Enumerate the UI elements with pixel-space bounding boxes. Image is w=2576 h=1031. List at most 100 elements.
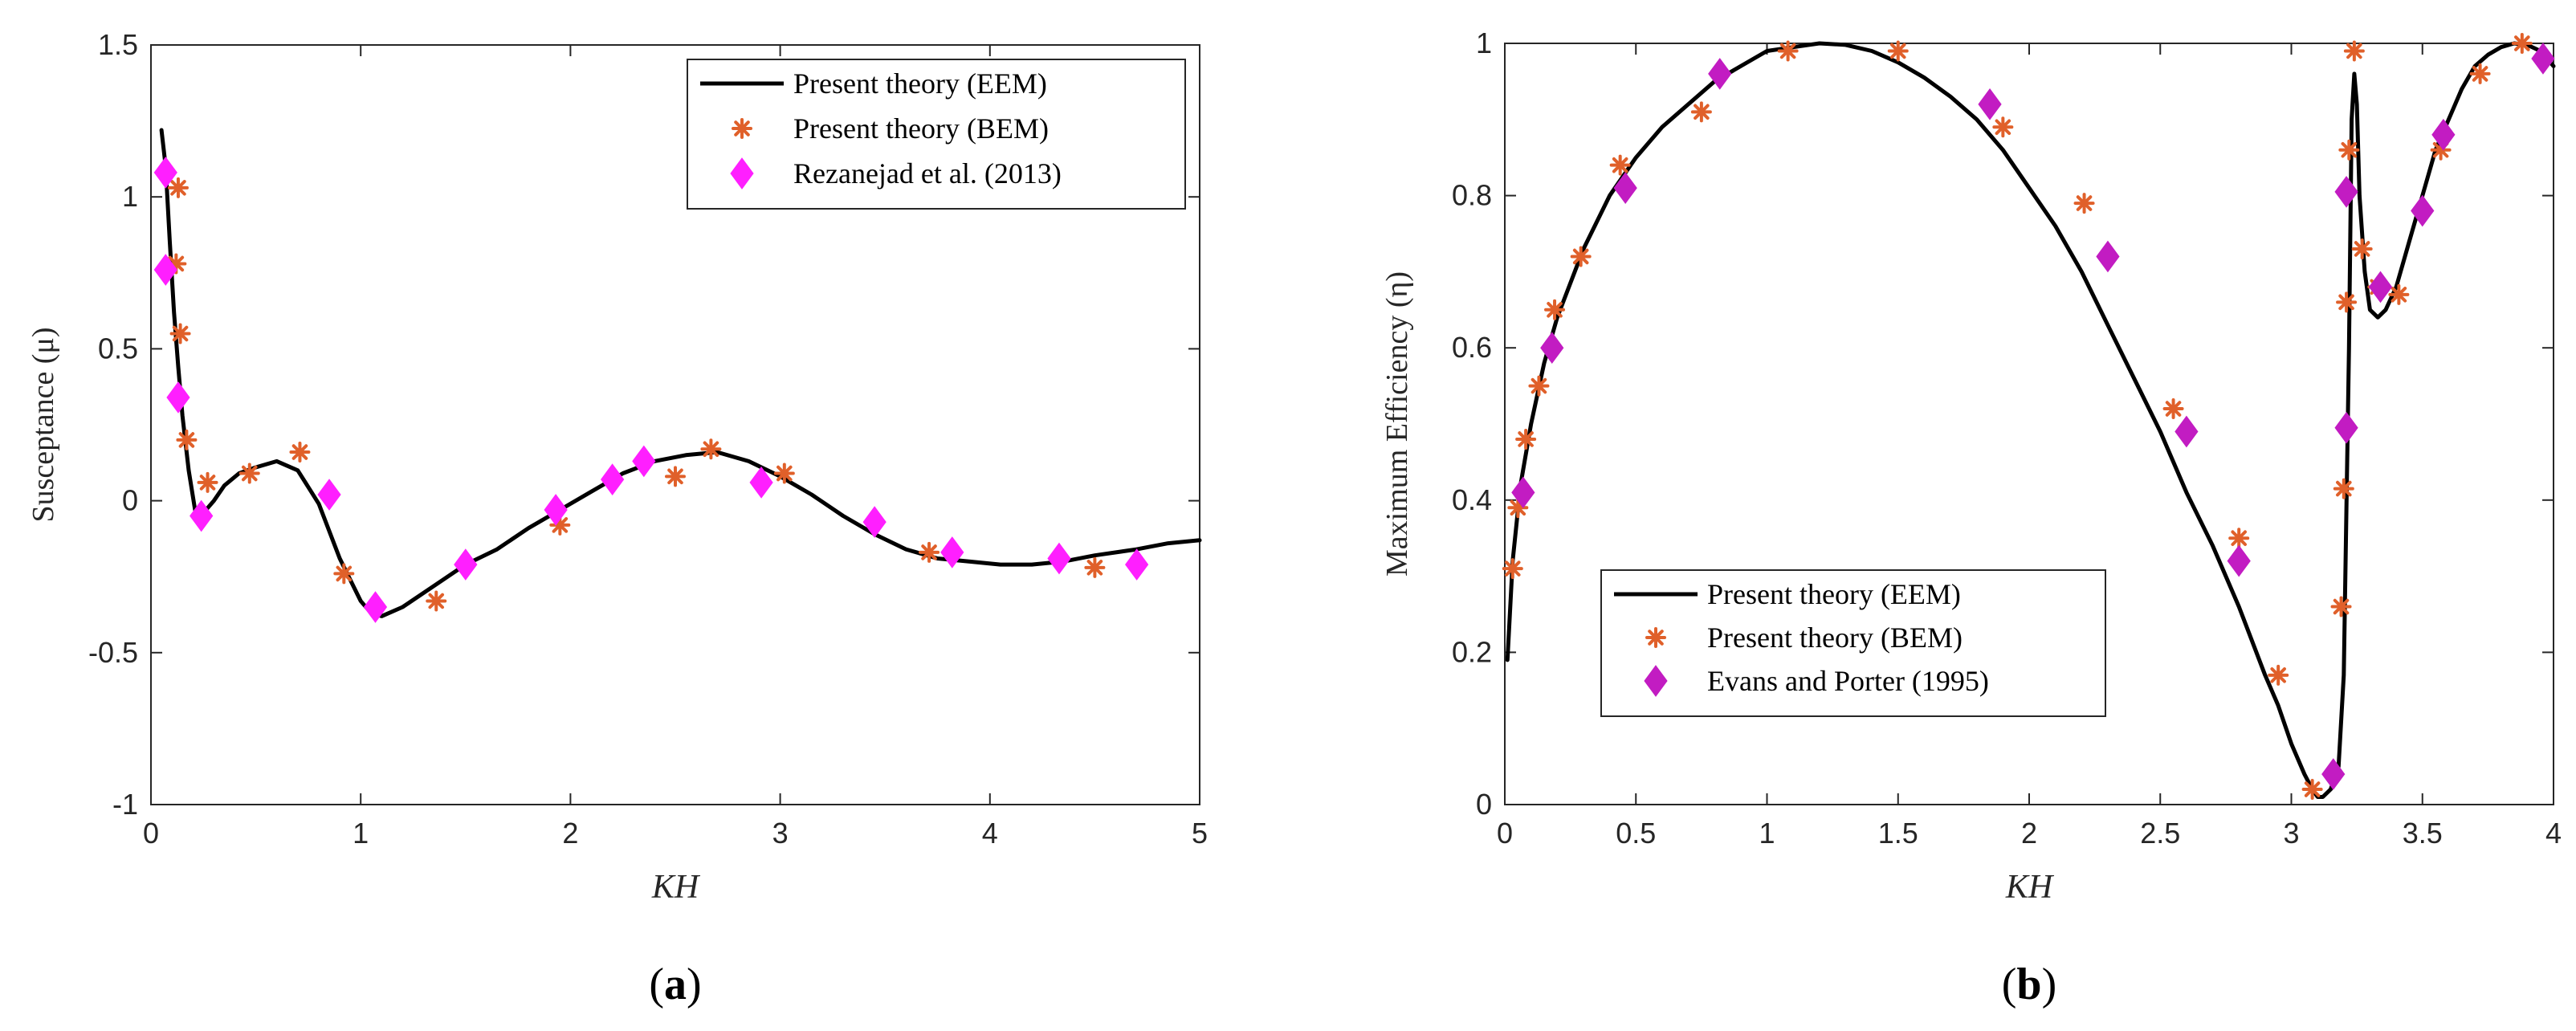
bem-point-b [2336,291,2358,313]
axis-ticks-b [1504,43,2554,805]
x-tick-label-a: 5 [1192,817,1208,850]
legend-diamond-ref-b [1644,665,1668,697]
legend-b: Present theory (EEM) Present theory (BEM… [1600,569,2106,717]
reference-point-a [601,463,625,495]
bem-point-b [2388,283,2410,305]
y-tick-label-a: -0.5 [88,636,138,669]
bem-point-b [1515,428,1537,450]
legend-star-bem-a [732,118,752,139]
bem-point-b [2333,478,2354,499]
bem-point-b [2162,398,2184,420]
bem-point-b [1992,116,2014,138]
legend-label-ref-a: Rezanejad et al. (2013) [793,157,1062,189]
panel-letter-b: b [2016,960,2041,1009]
x-tick-label-b: 1 [1759,817,1775,850]
bem-point-b [2338,139,2360,161]
reference-point-a [749,467,773,499]
legend-label-ref-b: Evans and Porter (1995) [1707,665,1989,697]
bem-point-a [169,323,191,344]
y-tick-label-a: 1.5 [98,28,138,61]
y-tick-label-b: 1 [1476,26,1492,59]
bem-point-a [773,463,795,484]
x-axis-label-b: KH [2005,869,2055,906]
bem-point-a [333,563,355,585]
bem-point-a [919,541,940,563]
reference-point-a [317,479,341,511]
reference-point-b [2321,758,2346,790]
bem-point-b [2469,63,2491,84]
reference-point-a [544,494,568,526]
legend-a: Present theory (EEM) Present theory (BEM… [687,59,1186,210]
y-tick-label-a: 1 [122,180,138,213]
x-tick-label-b: 0.5 [1616,817,1656,850]
reference-point-b [1978,88,2002,120]
reference-point-a [1047,542,1071,575]
bem-point-b [2228,528,2250,549]
bem-point-b [2351,238,2373,259]
bem-point-b [2343,40,2365,62]
x-tick-label-b: 3 [2283,817,2299,850]
bem-point-a [167,177,189,198]
reference-point-a [190,499,214,532]
bem-point-a [665,466,686,487]
legend-label-eem-b: Present theory (EEM) [1707,578,1961,610]
reference-point-b [1511,476,1535,509]
bem-point-a [197,471,218,493]
x-tick-label-a: 2 [562,817,578,850]
reference-point-b [1708,58,1732,90]
y-tick-label-b: 0.6 [1452,331,1492,364]
x-tick-label-a: 0 [143,817,159,850]
reference-point-a [862,506,887,538]
panel-letter-a: a [664,960,687,1009]
reference-point-b [2411,194,2435,227]
reference-point-a [153,254,177,286]
series-line-eem-b [1505,41,2556,799]
y-tick-label-b: 0 [1476,788,1492,821]
bem-point-b [2330,596,2352,617]
bem-point-a [700,438,722,460]
bem-point-b [1777,40,1799,62]
reference-point-b [2175,415,2199,448]
y-tick-label-a: 0 [122,484,138,517]
x-tick-label-a: 3 [772,817,789,850]
panel-label-a: (a) [649,960,701,1009]
reference-point-b [2334,176,2358,208]
x-tick-label-b: 2.5 [2140,817,2180,850]
x-tick-label-b: 0 [1497,817,1513,850]
chart-panel-b: 0 0.5 1 1.5 2 2.5 3 3.5 4 0 0.2 0.4 0.6 0.8 1 KH Maxim… [1380,26,2562,1009]
tick-labels-b: 0 0.5 1 1.5 2 2.5 3 3.5 4 0 0.2 0.4 0.6 0.8 1 [1452,26,2562,850]
x-tick-label-b: 2 [2021,817,2037,850]
x-tick-label-b: 3.5 [2403,817,2443,850]
reference-point-b [1540,332,1564,365]
y-tick-label-b: 0.4 [1452,483,1492,516]
axis-ticks-a [150,44,1200,805]
tick-labels-a: 0 1 2 3 4 5 -1 -0.5 0 0.5 1 1.5 [88,28,1208,850]
bem-point-b [2268,664,2289,686]
bem-point-b [1609,154,1631,176]
series-group-b [1502,33,2556,801]
x-tick-label-a: 1 [353,817,369,850]
y-tick-label-a: -1 [112,788,138,821]
x-axis-label-a: KH [651,869,701,906]
x-tick-label-b: 4 [2545,817,2562,850]
reference-point-b [1613,172,1637,204]
legend-label-bem-b: Present theory (BEM) [1707,621,1963,654]
chart-panel-a: 0 1 2 3 4 5-1-0.500.511.5 KH Susceptance (μ) … [26,28,1208,1009]
legend-items-a [700,81,784,189]
bem-point-a [238,463,260,484]
legend-label-bem-a: Present theory (BEM) [793,112,1049,145]
y-tick-label-b: 0.8 [1452,179,1492,212]
legend-items-b [1614,592,1698,697]
legend-star-bem-b [1645,627,1666,648]
reference-point-b [2334,411,2358,444]
reference-point-a [632,445,656,478]
reference-point-a [454,548,478,581]
panel-label-b: (b) [2002,960,2056,1009]
reference-point-a [363,591,388,623]
bem-point-b [1887,40,1909,62]
reference-point-a [153,157,177,189]
bem-point-b [1528,375,1550,397]
bem-point-a [426,590,447,612]
reference-point-a [940,536,964,568]
